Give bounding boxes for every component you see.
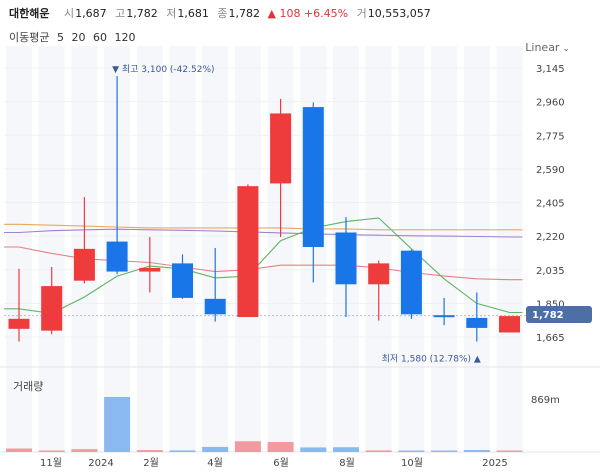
price-tick-label: 2,035 [536, 266, 565, 277]
close-value: 1,782 [228, 7, 260, 20]
candle-body [302, 107, 324, 248]
candle-body [204, 298, 226, 315]
volume-bar [365, 450, 392, 452]
candle-body [400, 250, 422, 315]
x-tick-label: 2025 [482, 458, 507, 469]
candle-body [335, 232, 357, 285]
volume-bar [202, 446, 229, 452]
candle-body [139, 267, 161, 272]
candle-body [106, 241, 128, 272]
volume-title: 거래량 [13, 380, 44, 393]
volume-bar [300, 447, 327, 452]
column-band [431, 46, 458, 452]
volume-bar [104, 397, 131, 452]
candle-body [73, 248, 95, 281]
moving-average-legend: 이동평균 5 20 60 120 [9, 29, 139, 45]
price-tick-label: 2,220 [536, 232, 565, 243]
volume-bar [333, 447, 359, 452]
scale-toggle[interactable]: Linear ⌄ [525, 41, 570, 54]
volume-bar [6, 448, 32, 452]
price-tick-label: 2,775 [536, 131, 565, 142]
candle-body [8, 318, 30, 329]
current-price-tag [526, 306, 592, 323]
candle-body [368, 263, 390, 285]
ma-period-60: 60 [92, 31, 107, 44]
low-value: 1,681 [177, 7, 209, 20]
ma-line-ma120 [4, 228, 523, 238]
column-band [38, 46, 65, 452]
x-tick-label: 10월 [401, 457, 423, 469]
volume-label: 거 [356, 7, 367, 20]
x-tick-label: 11월 [40, 457, 62, 469]
ma-line-ma5 [4, 217, 523, 314]
ma-period-20: 20 [71, 31, 86, 44]
volume-bar [38, 450, 65, 452]
x-tick-label: 6월 [273, 457, 289, 469]
candle-body [41, 286, 63, 331]
x-tick-label: 4월 [207, 457, 223, 469]
column-band [496, 46, 523, 452]
high-annotation: ▼ 최고 3,100 (-42.52%) [112, 64, 214, 75]
volume-bar [136, 450, 163, 452]
volume-bar [234, 441, 261, 452]
volume-value: 10,553,057 [367, 7, 431, 20]
low-annotation: 최저 1,580 (12.78%) ▲ [382, 353, 481, 364]
ma-period-120: 120 [114, 31, 136, 44]
chevron-down-icon: ⌄ [562, 44, 570, 54]
ma-period-5: 5 [56, 31, 64, 44]
candle-body [499, 316, 520, 333]
stock-name: 대한해운 [9, 7, 50, 20]
volume-max-label: 869m [531, 395, 560, 406]
open-label: 시 [63, 7, 75, 20]
candle-body [172, 263, 193, 298]
candle-body [237, 186, 259, 318]
current-price-label: 1,782 [532, 310, 564, 321]
price-tick-label: 1,850 [536, 299, 565, 310]
volume-bar [169, 450, 196, 452]
price-tick-label: 2,590 [536, 165, 565, 176]
volume-bar [267, 442, 294, 452]
candle-body [433, 315, 455, 318]
x-tick-label: 2월 [143, 457, 159, 469]
candle-body [466, 317, 488, 328]
price-tick-label: 2,405 [536, 199, 565, 210]
candle-body [270, 113, 292, 184]
ma-line-ma60 [4, 223, 523, 231]
scale-toggle-label: Linear [525, 41, 560, 54]
close-label: 종 [217, 7, 228, 20]
column-band [365, 46, 392, 452]
low-label: 저 [166, 7, 177, 20]
high-value: 1,782 [126, 7, 158, 20]
price-tick-label: 1,665 [536, 333, 565, 344]
x-tick-label: 2024 [88, 458, 113, 469]
open-value: 1,687 [75, 7, 107, 20]
price-tick-label: 3,145 [536, 64, 565, 75]
x-tick-label: 8월 [339, 457, 355, 469]
volume-bar [71, 449, 98, 452]
change-value: ▲ 108 +6.45% [267, 7, 349, 20]
stock-info-row: 대한해운 시1,687 고1,782 저1,681 종1,782 ▲ 108 +… [9, 5, 431, 21]
volume-bar [496, 450, 523, 452]
price-tick-label: 2,960 [536, 98, 565, 109]
column-band [463, 46, 490, 452]
volume-bar [398, 450, 425, 452]
ma-label: 이동평균 [9, 31, 50, 44]
high-label: 고 [115, 7, 126, 20]
column-band [169, 46, 196, 452]
volume-bar [463, 449, 490, 452]
volume-bar [431, 450, 458, 452]
